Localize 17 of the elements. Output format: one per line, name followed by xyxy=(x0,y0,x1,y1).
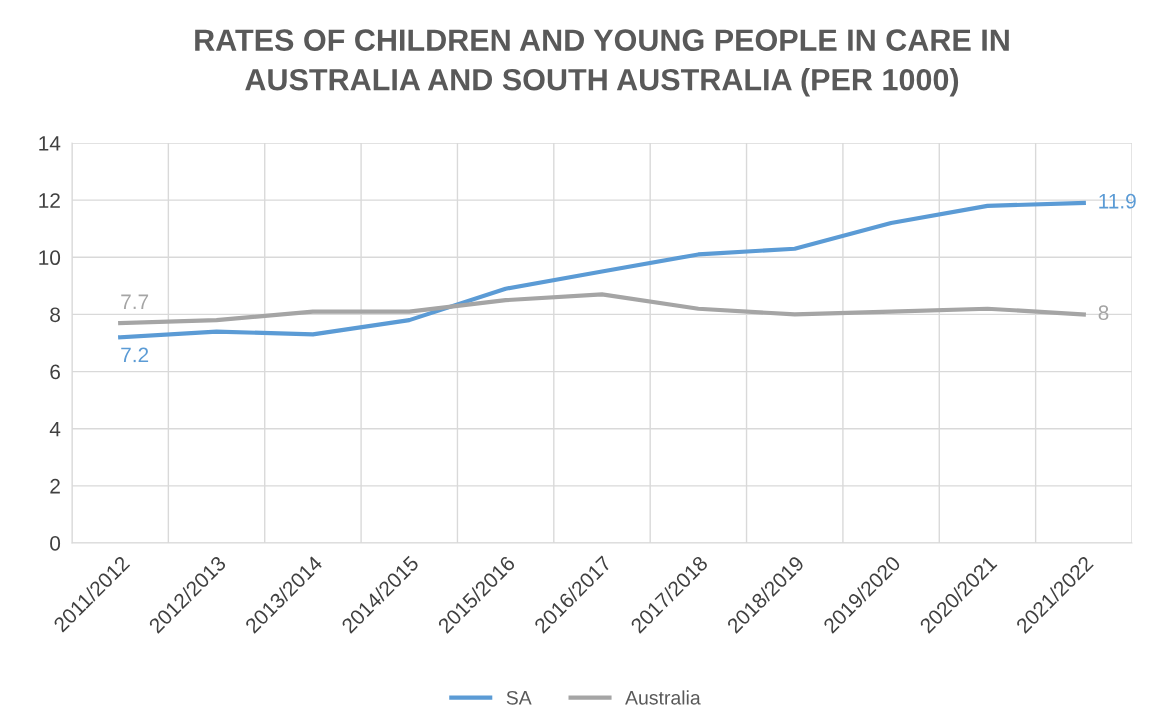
y-tick-label: 0 xyxy=(50,536,61,551)
data-label: 11.9 xyxy=(1099,193,1136,209)
y-tick-label: 4 xyxy=(49,421,61,437)
line-series xyxy=(118,292,1086,326)
y-tick-label: 2 xyxy=(50,478,60,494)
y-tick-label: 6 xyxy=(50,364,60,380)
legend-label: Australia xyxy=(625,690,701,705)
data-label: 8 xyxy=(1098,305,1109,321)
y-tick-label: 10 xyxy=(39,250,61,266)
legend-label: SA xyxy=(506,690,532,705)
y-tick-label: 12 xyxy=(39,193,60,208)
data-label: 7.2 xyxy=(121,347,149,363)
chart-title: RATES OF CHILDREN AND YOUNG PEOPLE IN CARE IN AUSTRALIA AND SOUTH AUSTRALIA (PER 1000) xyxy=(195,29,1009,97)
data-label: 7.7 xyxy=(121,294,149,309)
y-tick-label: 8 xyxy=(50,307,60,323)
y-tick-label: 14 xyxy=(39,136,61,151)
line-series xyxy=(118,200,1086,340)
